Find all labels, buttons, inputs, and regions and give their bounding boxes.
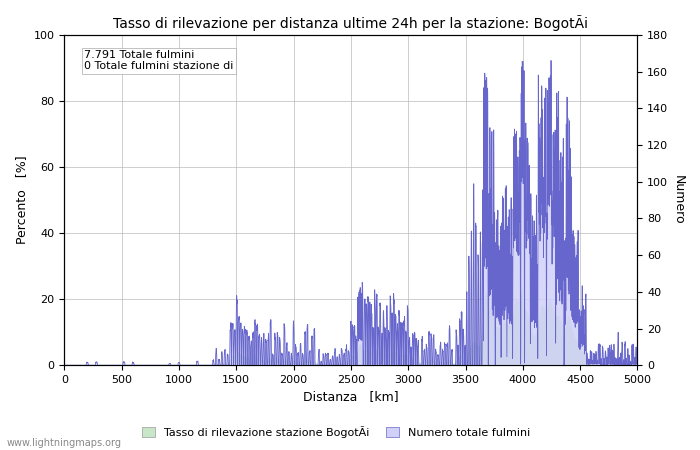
- Y-axis label: Numero: Numero: [672, 175, 685, 225]
- Title: Tasso di rilevazione per distanza ultime 24h per la stazione: BogotÃi: Tasso di rilevazione per distanza ultime…: [113, 15, 589, 31]
- Text: 7.791 Totale fulmini
0 Totale fulmini stazione di: 7.791 Totale fulmini 0 Totale fulmini st…: [84, 50, 234, 72]
- Text: www.lightningmaps.org: www.lightningmaps.org: [7, 438, 122, 448]
- X-axis label: Distanza   [km]: Distanza [km]: [303, 391, 399, 404]
- Legend: Tasso di rilevazione stazione BogotÃi, Numero totale fulmini: Tasso di rilevazione stazione BogotÃi, N…: [137, 421, 535, 442]
- Y-axis label: Percento   [%]: Percento [%]: [15, 156, 28, 244]
